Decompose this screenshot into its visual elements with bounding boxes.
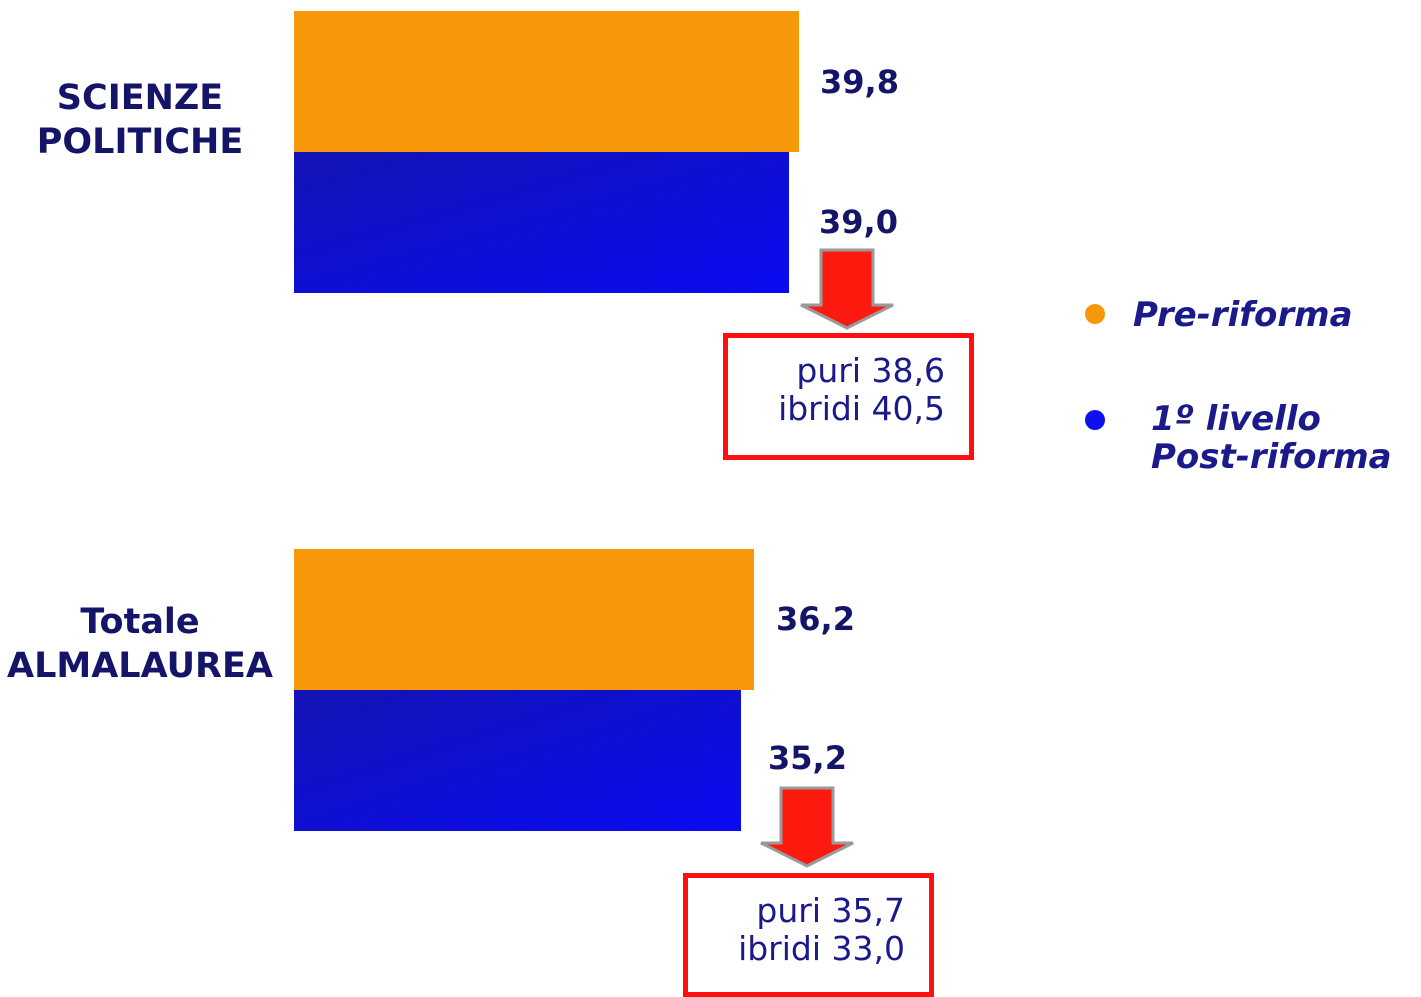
category-label-scienze-politiche: SCIENZE POLITICHE (36, 78, 244, 162)
legend-item-pre-riforma: Pre-riforma (1085, 296, 1415, 338)
bar-scienze-politiche-post (294, 152, 789, 293)
down-arrow-totale-almalaurea (760, 786, 854, 868)
annotation-box-scienze: puri 38,6 ibridi 40,5 (723, 333, 974, 460)
annotation-box-totale: puri 35,7 ibridi 33,0 (683, 873, 934, 997)
annotation-line-puri: puri 38,6 (796, 351, 945, 390)
annotation-line-puri: puri 35,7 (756, 891, 905, 930)
legend-marker-pre-riforma (1085, 304, 1105, 324)
down-arrow-scienze-politiche (800, 248, 894, 330)
legend-label-pre-riforma: Pre-riforma (1133, 295, 1353, 335)
bar-totale-almalaurea-pre (294, 549, 754, 690)
annotation-line-ibridi: ibridi 40,5 (778, 389, 945, 428)
bar-totale-almalaurea-post (294, 690, 741, 831)
legend-label-post-riforma: 1º livello Post-riforma (1151, 399, 1392, 477)
legend-marker-post-riforma (1085, 410, 1105, 430)
annotation-line-ibridi: ibridi 33,0 (738, 929, 905, 968)
legend-item-post-riforma: 1º livello Post-riforma (1085, 400, 1420, 484)
value-label-scienze-pre: 39,8 (820, 63, 899, 101)
category-label-totale-almalaurea: Totale ALMALAUREA (7, 602, 273, 686)
value-label-scienze-post: 39,0 (819, 203, 898, 241)
value-label-totale-post: 35,2 (768, 739, 847, 777)
bar-scienze-politiche-pre (294, 11, 799, 152)
value-label-totale-pre: 36,2 (776, 600, 855, 638)
